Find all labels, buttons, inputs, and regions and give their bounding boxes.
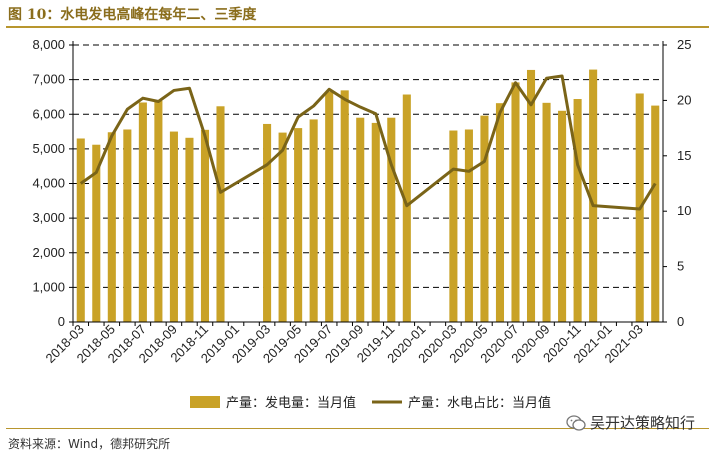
bar-2019-12: [402, 94, 411, 322]
y-left-tick-label: 5,000: [32, 141, 65, 156]
bar-2020-03: [449, 130, 458, 322]
bar-2021-04: [651, 105, 660, 322]
y-left-tick-label: 7,000: [32, 72, 65, 87]
bar-2020-11: [573, 99, 582, 322]
watermark-text: 吴开达策略知行: [590, 414, 696, 432]
bar-2018-10: [185, 137, 194, 322]
bar-2018-08: [154, 100, 163, 322]
bar-2020-08: [526, 69, 536, 323]
legend-label-bar: 产量：发电量：当月值: [226, 395, 356, 411]
bar-2018-09: [169, 131, 178, 322]
source-note: 资料来源：Wind，德邦研究所: [8, 437, 171, 451]
figure-title: 图 10：水电发电高峰在每年二、三季度: [8, 7, 257, 23]
y-left-tick-label: 2,000: [32, 245, 65, 260]
bar-2019-10: [371, 122, 380, 322]
bar-2019-09: [356, 117, 365, 323]
bar-2019-07: [325, 91, 334, 323]
chart-canvas: 0 1,000 2,000 3,000 4,000 5,000 6,000 7,000 8,00…: [32, 37, 691, 411]
bar-2019-03: [263, 123, 272, 322]
bar-2020-09: [542, 102, 551, 322]
bar-2018-05: [107, 132, 116, 322]
wechat-icon: [566, 414, 586, 431]
bar-2018-12: [216, 106, 225, 322]
bar-2018-07: [138, 102, 147, 322]
y-left-tick-label: 6,000: [32, 106, 65, 121]
y-right-tick-label: 5: [677, 259, 684, 274]
legend-label-line: 产量：水电占比：当月值: [408, 395, 551, 411]
bar-2020-05: [480, 115, 489, 322]
y-left-tick-label: 4,000: [32, 176, 65, 191]
y-right-tick-label: 10: [677, 203, 691, 218]
bar-2018-06: [123, 129, 132, 322]
y-right-tick-label: 15: [677, 148, 691, 163]
line-hydro-share: [79, 74, 657, 211]
bar-2020-06: [495, 103, 505, 322]
bar-2019-08: [340, 90, 349, 322]
footer-divider: [6, 428, 709, 429]
bar-2020-04: [464, 129, 473, 322]
bar-2019-06: [309, 119, 318, 322]
y-right-tick-label: 25: [677, 37, 691, 52]
y-left-tick-label: 3,000: [32, 210, 65, 225]
bar-2020-12: [589, 69, 598, 323]
bar-2019-04: [278, 132, 287, 322]
legend: 产量：发电量：当月值 产量：水电占比：当月值: [190, 395, 551, 411]
line-series: [79, 74, 657, 211]
bar-2019-05: [294, 128, 303, 322]
title-divider: [6, 26, 709, 28]
legend-swatch-bar: [190, 396, 220, 408]
y-left-tick-label: 0: [58, 314, 65, 329]
bar-2018-04: [92, 144, 101, 322]
bar-series: [76, 69, 660, 323]
bar-2020-07: [511, 82, 520, 323]
y-left-tick-label: 8,000: [32, 37, 65, 52]
watermark: 吴开达策略知行: [566, 412, 695, 433]
y-right-tick-label: 20: [677, 92, 691, 107]
bar-2020-10: [558, 110, 567, 322]
y-left-tick-label: 1,000: [32, 279, 65, 294]
bar-2018-03: [76, 138, 85, 322]
bar-2019-11: [387, 117, 396, 323]
bar-2018-11: [200, 129, 210, 322]
y-right-tick-label: 0: [677, 314, 684, 329]
